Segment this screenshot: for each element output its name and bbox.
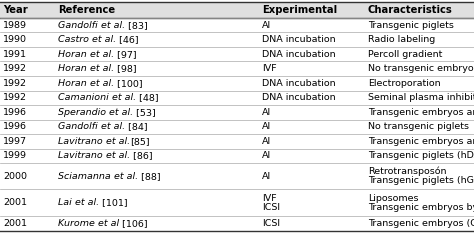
Text: et al.: et al.	[101, 21, 125, 30]
Text: Seminal plasma inhibitory: Seminal plasma inhibitory	[368, 93, 474, 102]
Text: [48]: [48]	[136, 93, 158, 102]
Text: et al.: et al.	[109, 108, 133, 117]
Text: [88]: [88]	[138, 172, 161, 181]
Text: Horan: Horan	[58, 79, 90, 88]
Text: [101]: [101]	[99, 198, 128, 207]
Text: Retrotransposón: Retrotransposón	[368, 167, 447, 176]
Text: et al.: et al.	[90, 50, 114, 59]
Text: et al.: et al.	[90, 79, 114, 88]
Text: Transgenic embryos by ICSI: Transgenic embryos by ICSI	[368, 203, 474, 212]
Text: Transgenic embryos (GFP): Transgenic embryos (GFP)	[368, 219, 474, 228]
Text: AI: AI	[262, 122, 271, 131]
Text: DNA incubation: DNA incubation	[262, 50, 336, 59]
Text: Transgenic piglets (hDAF): Transgenic piglets (hDAF)	[368, 151, 474, 160]
Text: et al.: et al.	[106, 137, 130, 146]
Text: 1989: 1989	[3, 21, 27, 30]
Text: et al.: et al.	[92, 35, 116, 44]
Text: Sperandio: Sperandio	[58, 108, 109, 117]
Text: [86]: [86]	[130, 151, 153, 160]
Text: 2001: 2001	[3, 198, 27, 207]
Text: Horan: Horan	[58, 50, 90, 59]
Text: IVF: IVF	[262, 64, 277, 73]
Text: IVF: IVF	[262, 194, 277, 203]
Text: [98]: [98]	[114, 64, 137, 73]
Text: ICSI: ICSI	[262, 219, 280, 228]
Text: et al.: et al.	[106, 151, 130, 160]
Text: Lai: Lai	[58, 198, 75, 207]
Text: [83]: [83]	[125, 21, 147, 30]
Text: et al.: et al.	[75, 198, 99, 207]
Text: Sciamanna: Sciamanna	[58, 172, 114, 181]
Text: Lavitrano: Lavitrano	[58, 151, 106, 160]
Text: Kurome: Kurome	[58, 219, 98, 228]
Text: AI: AI	[262, 21, 271, 30]
Text: Year: Year	[3, 5, 28, 15]
Text: AI: AI	[262, 151, 271, 160]
Text: 1992: 1992	[3, 93, 27, 102]
Text: Camanioni: Camanioni	[58, 93, 112, 102]
Text: DNA incubation: DNA incubation	[262, 93, 336, 102]
Text: Liposomes: Liposomes	[368, 194, 419, 203]
Text: Transgenic embryos and piglets (hDAF): Transgenic embryos and piglets (hDAF)	[368, 137, 474, 146]
Text: DNA incubation: DNA incubation	[262, 35, 336, 44]
Text: No transgenic embryos: No transgenic embryos	[368, 64, 474, 73]
Text: 1996: 1996	[3, 122, 27, 131]
Text: No transgenic piglets: No transgenic piglets	[368, 122, 469, 131]
Text: ICSI: ICSI	[262, 203, 280, 212]
Text: 1992: 1992	[3, 64, 27, 73]
Text: Castro: Castro	[58, 35, 92, 44]
Text: et al.: et al.	[112, 93, 136, 102]
Text: [100]: [100]	[114, 79, 143, 88]
Text: Transgenic piglets: Transgenic piglets	[368, 21, 454, 30]
Text: Radio labeling: Radio labeling	[368, 35, 435, 44]
Text: et al.: et al.	[90, 64, 114, 73]
Text: [84]: [84]	[125, 122, 147, 131]
Text: Reference: Reference	[58, 5, 115, 15]
Text: [85]: [85]	[130, 137, 149, 146]
Text: et al.: et al.	[114, 172, 138, 181]
Text: [97]: [97]	[114, 50, 137, 59]
Text: [106]: [106]	[119, 219, 147, 228]
Text: et al.: et al.	[101, 122, 125, 131]
Text: DNA incubation: DNA incubation	[262, 79, 336, 88]
Text: 2000: 2000	[3, 172, 27, 181]
Text: AI: AI	[262, 137, 271, 146]
Text: 1997: 1997	[3, 137, 27, 146]
Text: 2001: 2001	[3, 219, 27, 228]
Text: Transgenic piglets (hGH): Transgenic piglets (hGH)	[368, 176, 474, 185]
Text: Gandolfi: Gandolfi	[58, 21, 101, 30]
Text: Experimental: Experimental	[262, 5, 337, 15]
Text: et al: et al	[98, 219, 119, 228]
Text: Percoll gradient: Percoll gradient	[368, 50, 442, 59]
Text: Transgenic embryos and piglets (CAT): Transgenic embryos and piglets (CAT)	[368, 108, 474, 117]
Text: 1991: 1991	[3, 50, 27, 59]
Text: Characteristics: Characteristics	[368, 5, 453, 15]
Text: 1992: 1992	[3, 79, 27, 88]
Text: 1990: 1990	[3, 35, 27, 44]
Text: Horan: Horan	[58, 64, 90, 73]
Text: AI: AI	[262, 172, 271, 181]
Text: Electroporation: Electroporation	[368, 79, 441, 88]
Text: [53]: [53]	[133, 108, 156, 117]
Text: Lavitrano: Lavitrano	[58, 137, 106, 146]
Text: 1996: 1996	[3, 108, 27, 117]
Text: AI: AI	[262, 108, 271, 117]
Text: [46]: [46]	[116, 35, 139, 44]
Text: 1999: 1999	[3, 151, 27, 160]
Text: Gandolfi: Gandolfi	[58, 122, 101, 131]
